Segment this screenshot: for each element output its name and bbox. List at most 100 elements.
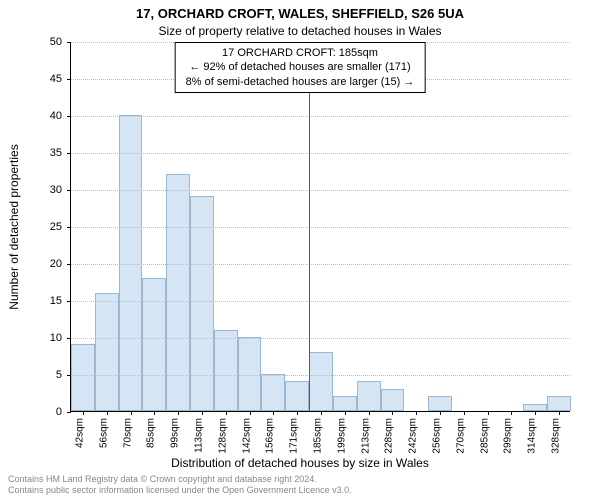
histogram-bar [190, 196, 214, 411]
xtick-label: 42sqm [74, 418, 85, 448]
plot-area [70, 42, 570, 412]
xtick-mark [535, 411, 536, 415]
ytick-label: 50 [0, 36, 62, 48]
ytick-mark [67, 227, 71, 228]
xtick-label: 171sqm [289, 418, 300, 454]
ytick-mark [67, 153, 71, 154]
xtick-mark [297, 411, 298, 415]
histogram-bar [214, 330, 238, 411]
grid-line [71, 264, 570, 265]
ytick-mark [67, 79, 71, 80]
xtick-mark [464, 411, 465, 415]
ytick-label: 25 [0, 221, 62, 233]
xtick-mark [154, 411, 155, 415]
ytick-label: 15 [0, 295, 62, 307]
xtick-label: 285sqm [479, 418, 490, 454]
histogram-bar [95, 293, 119, 411]
xtick-label: 228sqm [384, 418, 395, 454]
xtick-mark [107, 411, 108, 415]
histogram-bar [119, 115, 143, 411]
annotation-line-2: ← 92% of detached houses are smaller (17… [186, 60, 415, 74]
attribution-line-2: Contains public sector information licen… [8, 485, 352, 496]
xtick-mark [226, 411, 227, 415]
grid-line [71, 116, 570, 117]
histogram-bar [285, 381, 309, 411]
xtick-mark [511, 411, 512, 415]
xtick-mark [83, 411, 84, 415]
xtick-label: 213sqm [360, 418, 371, 454]
xtick-label: 256sqm [432, 418, 443, 454]
histogram-bar [357, 381, 381, 411]
ytick-mark [67, 264, 71, 265]
xtick-mark [178, 411, 179, 415]
attribution-line-1: Contains HM Land Registry data © Crown c… [8, 474, 352, 485]
histogram-bar [428, 396, 452, 411]
histogram-bar [547, 396, 571, 411]
ytick-mark [67, 190, 71, 191]
xtick-label: 270sqm [455, 418, 466, 454]
grid-line [71, 227, 570, 228]
grid-line [71, 375, 570, 376]
chart-container: 17, ORCHARD CROFT, WALES, SHEFFIELD, S26… [0, 0, 600, 500]
xtick-mark [392, 411, 393, 415]
xtick-label: 56sqm [98, 418, 109, 448]
ytick-mark [67, 116, 71, 117]
xtick-label: 156sqm [265, 418, 276, 454]
ytick-label: 30 [0, 184, 62, 196]
histogram-bar [238, 337, 262, 411]
histogram-bar [261, 374, 285, 411]
xtick-mark [369, 411, 370, 415]
ytick-label: 35 [0, 147, 62, 159]
grid-line [71, 301, 570, 302]
ytick-label: 0 [0, 406, 62, 418]
xtick-mark [440, 411, 441, 415]
xtick-label: 185sqm [313, 418, 324, 454]
histogram-bar [309, 352, 333, 411]
xtick-label: 113sqm [193, 418, 204, 453]
reference-line [309, 42, 310, 411]
grid-line [71, 153, 570, 154]
xtick-label: 314sqm [527, 418, 538, 454]
annotation-line-1: 17 ORCHARD CROFT: 185sqm [186, 46, 415, 60]
ytick-mark [67, 301, 71, 302]
histogram-bar [381, 389, 405, 411]
x-axis-label: Distribution of detached houses by size … [0, 456, 600, 470]
ytick-label: 45 [0, 73, 62, 85]
xtick-mark [488, 411, 489, 415]
chart-subtitle: Size of property relative to detached ho… [0, 24, 600, 38]
histogram-bar [523, 404, 547, 411]
histogram-bar [333, 396, 357, 411]
ytick-label: 20 [0, 258, 62, 270]
ytick-label: 5 [0, 369, 62, 381]
ytick-label: 40 [0, 110, 62, 122]
xtick-mark [202, 411, 203, 415]
grid-line [71, 190, 570, 191]
histogram-bar [142, 278, 166, 411]
ytick-mark [67, 412, 71, 413]
xtick-label: 128sqm [217, 418, 228, 454]
xtick-mark [131, 411, 132, 415]
ytick-label: 10 [0, 332, 62, 344]
ytick-mark [67, 375, 71, 376]
xtick-label: 70sqm [122, 418, 133, 448]
xtick-label: 242sqm [408, 418, 419, 454]
xtick-label: 99sqm [170, 418, 181, 448]
histogram-bar [71, 344, 95, 411]
xtick-label: 299sqm [503, 418, 514, 454]
annotation-line-3: 8% of semi-detached houses are larger (1… [186, 75, 415, 89]
xtick-label: 85sqm [146, 418, 157, 448]
xtick-label: 199sqm [336, 418, 347, 454]
annotation-box: 17 ORCHARD CROFT: 185sqm ← 92% of detach… [175, 42, 426, 93]
xtick-mark [250, 411, 251, 415]
grid-line [71, 338, 570, 339]
xtick-mark [345, 411, 346, 415]
xtick-mark [559, 411, 560, 415]
ytick-mark [67, 42, 71, 43]
xtick-label: 142sqm [241, 418, 252, 454]
xtick-mark [273, 411, 274, 415]
xtick-mark [416, 411, 417, 415]
chart-title: 17, ORCHARD CROFT, WALES, SHEFFIELD, S26… [0, 6, 600, 21]
attribution: Contains HM Land Registry data © Crown c… [8, 474, 352, 496]
xtick-label: 328sqm [551, 418, 562, 454]
ytick-mark [67, 338, 71, 339]
